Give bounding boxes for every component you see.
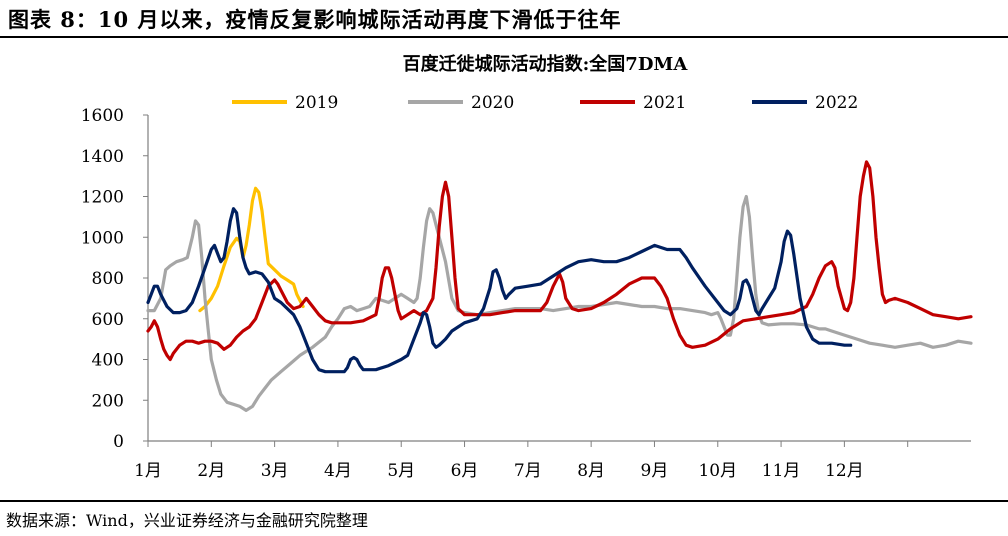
x-tick-label: 8月 bbox=[577, 461, 605, 481]
y-tick-label: 0 bbox=[113, 432, 124, 452]
series-line-2022 bbox=[146, 207, 853, 374]
x-tick-label: 3月 bbox=[261, 461, 289, 481]
x-tick-label: 11月 bbox=[762, 461, 801, 481]
series-line-2020 bbox=[146, 194, 973, 412]
x-tick-label: 12月 bbox=[825, 461, 864, 481]
x-tick-label: 1月 bbox=[134, 461, 162, 481]
y-tick-label: 800 bbox=[92, 269, 124, 289]
series-line-2019 bbox=[198, 186, 305, 313]
series-layer bbox=[146, 160, 973, 412]
x-tick-label: 6月 bbox=[451, 461, 479, 481]
chart-title: 百度迁徙城际活动指数:全国7DMA bbox=[403, 53, 689, 75]
x-tick-label: 2月 bbox=[197, 461, 225, 481]
legend-label-2019: 2019 bbox=[295, 93, 338, 113]
legend-label-2022: 2022 bbox=[815, 93, 858, 113]
y-tick-label: 1400 bbox=[81, 147, 124, 167]
legend-label-2021: 2021 bbox=[643, 93, 686, 113]
top-rule bbox=[0, 36, 1008, 38]
y-tick-label: 1600 bbox=[81, 106, 124, 126]
x-tick-label: 7月 bbox=[514, 461, 542, 481]
figure-caption: 图表 8：10 月以来，疫情反复影响城际活动再度下滑低于往年 bbox=[8, 7, 622, 32]
x-tick-label: 5月 bbox=[387, 461, 415, 481]
x-tick-label: 10月 bbox=[698, 461, 737, 481]
y-tick-label: 400 bbox=[92, 351, 124, 371]
x-tick-label: 9月 bbox=[641, 461, 669, 481]
legend-label-2020: 2020 bbox=[471, 93, 514, 113]
y-tick-label: 1000 bbox=[81, 228, 124, 248]
series-line-2021 bbox=[146, 160, 973, 362]
x-tick-label: 4月 bbox=[324, 461, 352, 481]
source-note: 数据来源：Wind，兴业证券经济与金融研究院整理 bbox=[6, 511, 368, 530]
y-tick-label: 600 bbox=[92, 310, 124, 330]
axes: 0 200 400 600 800 1000 1200 1400 1600 1月 2月 3月 4月 5月 6… bbox=[81, 106, 971, 481]
chart: 百度迁徙城际活动指数:全国7DMA 2019 2020 2021 2022 0 200 4… bbox=[81, 53, 973, 481]
bottom-rule bbox=[0, 500, 1008, 502]
y-tick-label: 1200 bbox=[81, 188, 124, 208]
y-tick-label: 200 bbox=[92, 391, 124, 411]
legend: 2019 2020 2021 2022 bbox=[232, 93, 858, 113]
